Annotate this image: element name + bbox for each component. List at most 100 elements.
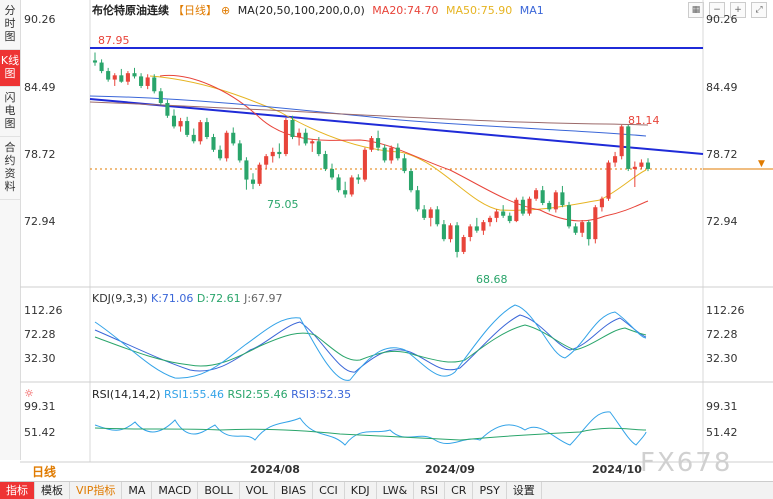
candle-body: [329, 168, 335, 178]
price-marker-arrow-icon: ▼: [758, 159, 765, 169]
candle-body: [632, 166, 637, 169]
rsi-tick-right-2: 51.42: [706, 426, 738, 439]
candle: [369, 135, 374, 152]
candle-body: [283, 120, 288, 155]
candle: [560, 185, 565, 208]
candle: [343, 181, 348, 198]
toolbar-bias[interactable]: BIAS: [275, 482, 314, 499]
tab-contract-info[interactable]: 合约资料: [0, 137, 20, 200]
candle: [290, 115, 295, 140]
candle-body: [382, 147, 387, 161]
candle-body: [224, 132, 229, 159]
candle: [534, 188, 539, 201]
peak-label: 81.14: [628, 114, 660, 127]
candle: [152, 74, 157, 94]
toolbar-vol[interactable]: VOL: [240, 482, 275, 499]
candle-body: [455, 225, 460, 252]
candle-body: [580, 222, 585, 233]
indicator-toolbar: 指标 模板 VIP指标 MA MACD BOLL VOL BIAS CCI KD…: [0, 481, 773, 499]
candle: [553, 190, 558, 213]
toolbar-settings[interactable]: 设置: [507, 482, 542, 499]
candle: [468, 224, 473, 242]
candle-body: [481, 222, 486, 231]
candle: [211, 133, 216, 152]
candle-body: [158, 91, 163, 103]
candle-body: [310, 141, 315, 144]
candle: [198, 120, 203, 145]
tab-flash[interactable]: 闪电图: [0, 87, 20, 137]
candle-body: [593, 207, 598, 240]
candle: [402, 154, 407, 174]
trend-line[interactable]: [89, 98, 704, 155]
toolbar-rsi[interactable]: RSI: [414, 482, 446, 499]
candle-body: [171, 115, 177, 127]
toolbar-vip[interactable]: VIP指标: [70, 482, 123, 499]
candle: [257, 162, 262, 186]
candle-body: [191, 134, 196, 142]
tab-kline[interactable]: K线图: [0, 50, 20, 87]
period-selector[interactable]: 日线: [32, 465, 57, 479]
toolbar-boll[interactable]: BOLL: [198, 482, 240, 499]
candle-body: [376, 138, 381, 148]
toolbar-lw[interactable]: LW&: [377, 482, 415, 499]
candle-body: [362, 149, 367, 180]
toolbar-kdj[interactable]: KDJ: [345, 482, 377, 499]
candle-body: [257, 164, 262, 184]
toolbar-macd[interactable]: MACD: [152, 482, 199, 499]
period-label[interactable]: 【日线】: [173, 4, 217, 17]
kdj-d-value: D:72.61: [196, 292, 241, 305]
rsi2-value: RSI2:55.46: [227, 388, 288, 401]
zoom-in-icon[interactable]: +: [730, 2, 746, 18]
candle: [428, 207, 433, 227]
candle: [487, 215, 493, 227]
sun-icon[interactable]: ☼: [24, 387, 34, 400]
ma200-line: [89, 101, 649, 126]
candle-body: [125, 73, 130, 82]
toolbar-cr[interactable]: CR: [445, 482, 474, 499]
zoom-out-icon[interactable]: −: [709, 2, 725, 18]
candle-body: [316, 141, 321, 155]
candle: [455, 222, 460, 258]
date-label-oct: 2024/10: [592, 463, 642, 476]
toolbar-cci[interactable]: CCI: [313, 482, 345, 499]
date-label-aug: 2024/08: [250, 463, 300, 476]
candle-body: [639, 162, 644, 167]
candle: [408, 168, 414, 193]
kdj-d-line: [94, 324, 647, 367]
add-icon[interactable]: ⊕: [221, 4, 231, 17]
kdj-tick-left-3: 32.30: [24, 352, 56, 365]
ma20-line: [159, 74, 649, 222]
candle: [237, 140, 242, 163]
expand-icon[interactable]: ⤢: [751, 2, 767, 18]
toolbar-ma[interactable]: MA: [122, 482, 153, 499]
candle: [329, 163, 335, 180]
candle: [540, 185, 545, 206]
candle: [639, 159, 644, 169]
candle-body: [290, 120, 295, 138]
toolbar-psy[interactable]: PSY: [473, 482, 507, 499]
toolbar-indicators[interactable]: 指标: [0, 482, 35, 499]
candle-body: [250, 179, 256, 184]
low-label-2: 68.68: [476, 273, 508, 286]
candle-body: [474, 226, 479, 231]
candle-body: [349, 177, 354, 195]
candle: [593, 205, 598, 244]
price-tick-right-4: 72.94: [706, 215, 738, 228]
candle-body: [343, 190, 348, 195]
candle: [527, 196, 532, 216]
candle-body: [626, 126, 631, 169]
candle-body: [106, 71, 111, 80]
rsi-tick-right-1: 99.31: [706, 400, 738, 413]
toolbar-template[interactable]: 模板: [35, 482, 70, 499]
candle: [566, 201, 572, 229]
kdj-label: KDJ(9,3,3): [92, 292, 148, 305]
candle: [494, 209, 499, 223]
price-tick-left-3: 78.72: [24, 148, 56, 161]
rsi1-value: RSI1:55.46: [163, 388, 225, 401]
candle: [547, 200, 552, 212]
instrument-name: 布伦特原油连续: [92, 4, 169, 17]
candle-body: [619, 126, 624, 157]
tab-timeshare[interactable]: 分时图: [0, 0, 20, 50]
candle-body: [356, 177, 361, 180]
